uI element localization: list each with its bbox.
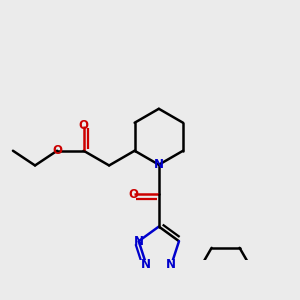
Text: N: N: [166, 258, 176, 272]
Text: O: O: [79, 119, 88, 132]
Text: N: N: [141, 258, 152, 272]
Text: N: N: [134, 235, 144, 248]
Text: O: O: [129, 188, 139, 201]
Text: O: O: [52, 144, 62, 157]
Text: N: N: [154, 158, 164, 171]
